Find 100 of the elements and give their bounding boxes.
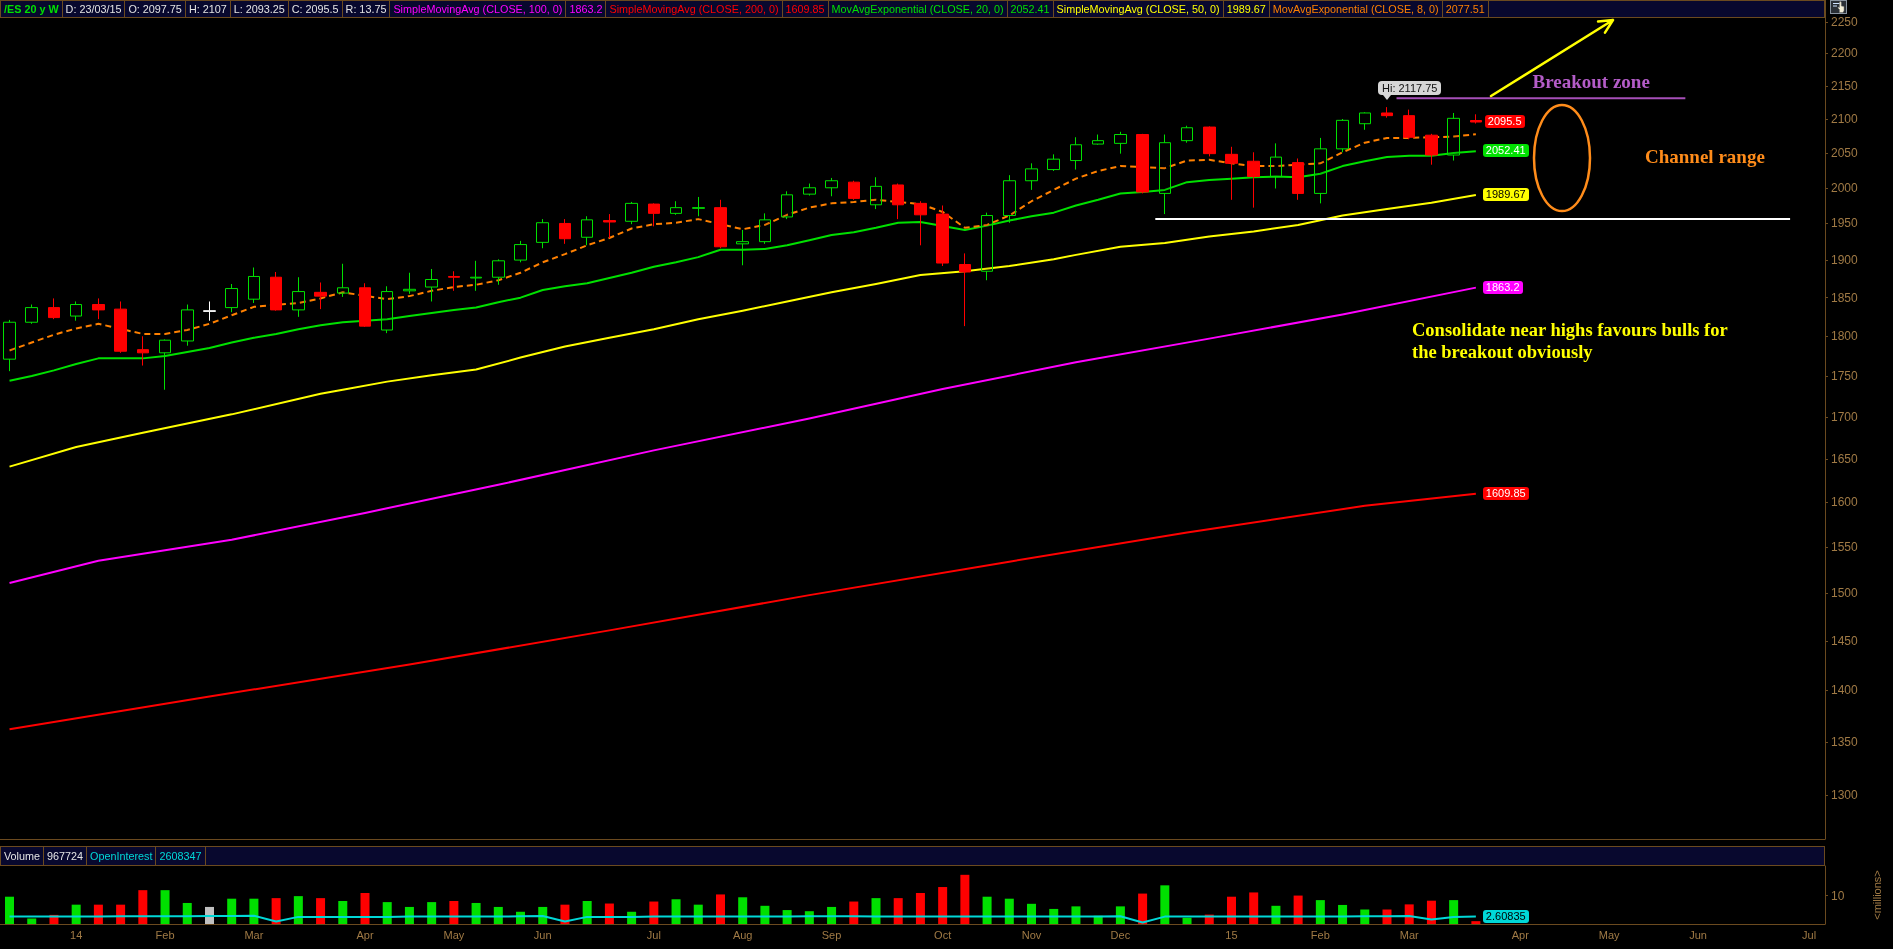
x-tick-label: May <box>443 928 465 941</box>
candlestick <box>3 319 16 372</box>
annotation: D: 23/03/15 <box>62 1 126 17</box>
x-tick-label: Feb <box>155 928 175 941</box>
candlestick <box>514 240 527 263</box>
x-tick-label: Apr <box>356 928 374 941</box>
text: SimpleMovingAvg (CLOSE, 50, 0) <box>1053 1 1224 17</box>
candlestick <box>248 267 260 304</box>
candlestick <box>870 176 882 210</box>
annotation: R: 13.75 <box>342 1 391 17</box>
candlestick <box>1292 157 1304 201</box>
annotation: 1609.85 <box>782 1 829 17</box>
bar <box>449 900 459 924</box>
candlestick <box>203 300 216 322</box>
annotation: H: 2107 <box>185 1 231 17</box>
candlestick <box>536 218 549 249</box>
bar <box>360 893 370 924</box>
candlestick <box>359 282 371 328</box>
candlestick <box>292 276 305 318</box>
candlestick <box>981 212 993 281</box>
x-tick-label: Sep <box>821 928 842 941</box>
candlestick <box>425 268 438 302</box>
candlestick <box>959 252 971 327</box>
data-label: 2052.41 <box>1482 144 1529 158</box>
y-tick-label: 1550 <box>1831 540 1859 555</box>
candlestick <box>70 300 82 322</box>
bar <box>960 874 970 924</box>
text: Volume <box>1 847 45 865</box>
bar <box>227 898 237 924</box>
x-tick-label: Jul <box>1802 928 1817 941</box>
bar <box>1182 917 1192 924</box>
candlestick <box>337 263 349 298</box>
bar <box>138 890 148 924</box>
y-tick-label: 2000 <box>1831 180 1859 195</box>
text: 2095.5 <box>1487 115 1522 128</box>
bar <box>271 898 281 924</box>
candlestick <box>492 258 505 286</box>
bar <box>182 902 192 924</box>
text: OpenInterest <box>87 847 157 865</box>
bar <box>316 898 326 924</box>
bar <box>1315 900 1325 924</box>
candlestick <box>381 285 393 334</box>
annotation: Hi: 2117.75 <box>1378 81 1442 96</box>
y-tick-label: 1500 <box>1831 586 1859 601</box>
text: 967724 <box>44 847 88 865</box>
annotation: Breakout zone <box>1532 71 1650 93</box>
x-tick-label: Aug <box>732 928 753 941</box>
candlestick <box>670 200 682 216</box>
x-tick-label: Jun <box>1689 928 1707 941</box>
bar <box>382 902 392 924</box>
candlestick <box>1270 142 1282 189</box>
bar <box>671 899 681 924</box>
candlestick <box>625 201 638 225</box>
candlestick <box>1314 137 1327 204</box>
annotation: Channel range <box>1645 146 1765 168</box>
bar <box>1449 900 1459 924</box>
text: MovAvgExponential (CLOSE, 8, 0) <box>1269 1 1443 17</box>
candlestick <box>1092 134 1104 146</box>
y-tick-label: 1600 <box>1831 495 1859 510</box>
x-tick-label: Feb <box>1310 928 1330 941</box>
x-tick-label: 14 <box>70 928 83 941</box>
candlestick <box>781 190 793 220</box>
bar <box>738 897 748 924</box>
candlestick <box>470 260 482 292</box>
y-axis-title: <millions> <box>1870 870 1883 920</box>
candlestick <box>759 212 771 245</box>
data-label: 1989.67 <box>1482 188 1529 202</box>
y-tick-label: 1750 <box>1831 368 1859 383</box>
bar <box>293 896 303 924</box>
candlestick <box>314 282 327 310</box>
candlestick <box>114 300 127 354</box>
candlestick <box>1447 112 1460 162</box>
x-tick-label: Jun <box>533 928 552 941</box>
candlestick <box>1003 174 1016 224</box>
line-series <box>8 492 1477 731</box>
y-tick-label: 2150 <box>1831 78 1859 93</box>
candlestick <box>1359 111 1371 131</box>
y-tick-label: 1650 <box>1831 451 1859 466</box>
bar <box>715 894 725 924</box>
x-tick-label: Dec <box>1110 928 1131 941</box>
bar <box>1249 892 1259 924</box>
candlestick <box>714 199 727 249</box>
bar <box>1004 898 1014 924</box>
bar <box>471 902 481 924</box>
candlestick <box>137 335 149 367</box>
y-tick-label: 1450 <box>1831 634 1859 649</box>
bar <box>160 890 170 924</box>
y-tick-label: 1800 <box>1831 329 1859 344</box>
candlestick <box>1336 118 1349 153</box>
x-tick-label: May <box>1598 928 1621 941</box>
candlestick <box>1047 153 1060 172</box>
candlestick <box>692 196 705 217</box>
candlestick <box>603 213 616 239</box>
annotation: Consolidate near highs favours bulls for the breakout obviously <box>1412 319 1729 363</box>
y-tick-label: 1350 <box>1831 734 1859 749</box>
candlestick <box>848 180 860 201</box>
chart-title: /ES 20 y W <box>1 1 63 17</box>
annotation: C: 2095.5 <box>288 1 343 17</box>
candlestick <box>25 304 38 325</box>
x-tick-label: Mar <box>244 928 264 941</box>
